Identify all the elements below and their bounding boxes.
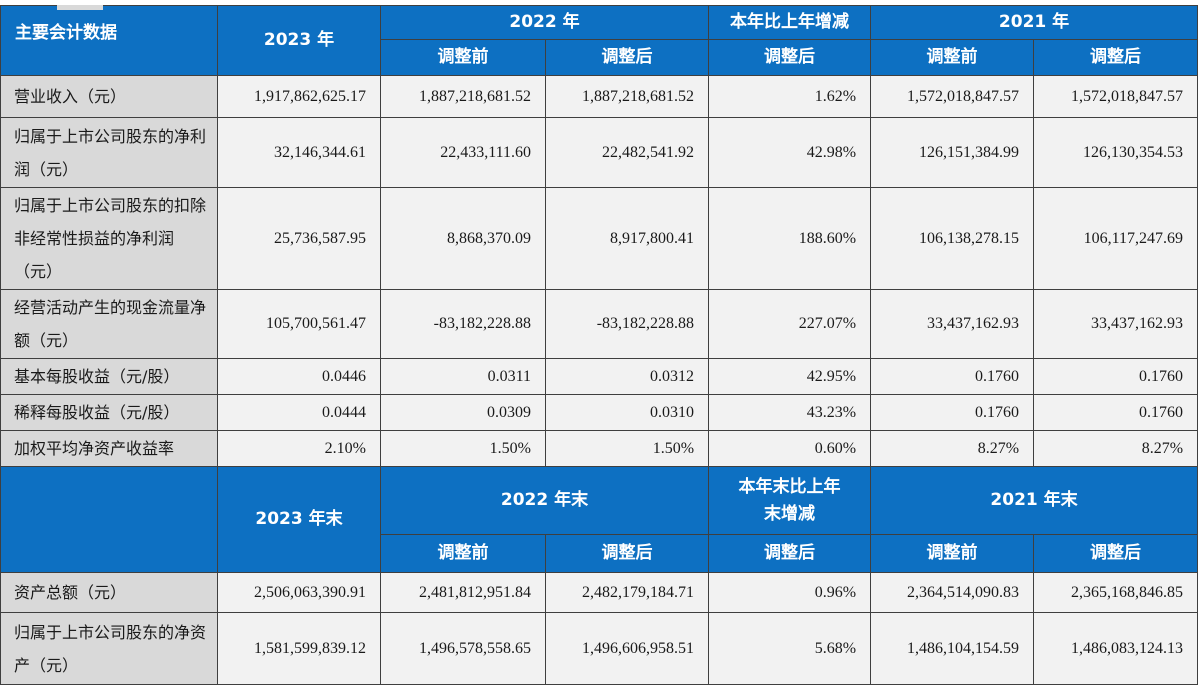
cell-value: 0.0309 [380, 394, 546, 431]
cell-value: 1.50% [380, 430, 546, 467]
cell-value: 1,887,218,681.52 [544, 75, 710, 118]
cell-value: 0.1760 [1033, 394, 1198, 431]
cell-value: 2,482,179,184.71 [544, 572, 710, 613]
cell-value: 2,506,063,390.91 [217, 572, 381, 613]
subheader-change-end-after: 调整后 [708, 534, 872, 573]
cell-value: -83,182,228.88 [544, 289, 710, 359]
cell-value: 1,572,018,847.57 [870, 75, 1035, 118]
cell-value: 0.1760 [1033, 358, 1198, 395]
column-header-2022-end: 2022 年末 [379, 466, 710, 535]
row-label: 加权平均净资产收益率 [0, 430, 218, 467]
row-label: 归属于上市公司股东的扣除非经常性损益的净利润（元） [0, 187, 218, 290]
row-label: 营业收入（元） [0, 75, 218, 118]
key-accounting-data-table: 主要会计数据 2023 年 2022 年 本年比上年增减 2021 年 调整前 … [0, 5, 1198, 685]
cell-value: 1.62% [708, 75, 872, 118]
cell-value: 106,138,278.15 [870, 187, 1035, 290]
cell-value: 2,364,514,090.83 [870, 572, 1035, 613]
subheader-2022-end-before: 调整前 [380, 534, 546, 573]
column-header-change: 本年比上年增减 [708, 5, 872, 40]
cell-value: 33,437,162.93 [1033, 289, 1198, 359]
subheader-change-after: 调整后 [708, 39, 872, 76]
cell-value: 2,365,168,846.85 [1033, 572, 1198, 613]
cell-value: 8.27% [1033, 430, 1198, 467]
cell-value: 1,486,104,154.59 [870, 612, 1035, 685]
cell-value: 0.1760 [870, 358, 1035, 395]
column-header-2021-end: 2021 年末 [870, 466, 1198, 535]
cell-value: 42.95% [708, 358, 872, 395]
subheader-2022-end-after: 调整后 [544, 534, 710, 573]
subheader-2022-after: 调整后 [544, 39, 710, 76]
cell-value: 22,482,541.92 [544, 117, 710, 188]
cell-value: 227.07% [708, 289, 872, 359]
cell-value: 188.60% [708, 187, 872, 290]
column-header-2023: 2023 年 [217, 5, 381, 76]
cell-value: 1,887,218,681.52 [380, 75, 546, 118]
subheader-2021-before: 调整前 [870, 39, 1035, 76]
cell-value: 1,581,599,839.12 [217, 612, 381, 685]
top-edge-artifact [57, 5, 103, 10]
cell-value: 8.27% [870, 430, 1035, 467]
cell-value: 126,151,384.99 [870, 117, 1035, 188]
column-header-2023-end: 2023 年末 [217, 466, 381, 573]
cell-value: 106,117,247.69 [1033, 187, 1198, 290]
cell-value: 32,146,344.61 [217, 117, 381, 188]
column-header-2021: 2021 年 [870, 5, 1198, 40]
cell-value: 5.68% [708, 612, 872, 685]
table-row: 归属于上市公司股东的净资产（元） 1,581,599,839.12 1,496,… [0, 612, 1198, 685]
section1-corner-header: 主要会计数据 [0, 5, 218, 76]
table-row: 经营活动产生的现金流量净额（元） 105,700,561.47 -83,182,… [0, 289, 1198, 359]
row-label: 归属于上市公司股东的净利润（元） [0, 117, 218, 188]
row-label: 经营活动产生的现金流量净额（元） [0, 289, 218, 359]
cell-value: 8,917,800.41 [544, 187, 710, 290]
cell-value: 0.0446 [217, 358, 381, 395]
cell-value: 0.0444 [217, 394, 381, 431]
cell-value: 0.0310 [544, 394, 710, 431]
cell-value: 8,868,370.09 [380, 187, 546, 290]
cell-value: 33,437,162.93 [870, 289, 1035, 359]
cell-value: 1,917,862,625.17 [217, 75, 381, 118]
subheader-2021-end-before: 调整前 [870, 534, 1035, 573]
cell-value: 1,496,606,958.51 [544, 612, 710, 685]
cell-value: 126,130,354.53 [1033, 117, 1198, 188]
column-header-2022: 2022 年 [379, 5, 710, 40]
column-header-change-end: 本年末比上年末增减 [708, 466, 872, 535]
cell-value: 0.0311 [380, 358, 546, 395]
cell-value: 0.60% [708, 430, 872, 467]
subheader-2021-end-after: 调整后 [1033, 534, 1198, 573]
table-row: 稀释每股收益（元/股） 0.0444 0.0309 0.0310 43.23% … [0, 394, 1198, 431]
cell-value: 1,486,083,124.13 [1033, 612, 1198, 685]
cell-value: 0.1760 [870, 394, 1035, 431]
cell-value: 22,433,111.60 [380, 117, 546, 188]
cell-value: -83,182,228.88 [380, 289, 546, 359]
table-row: 归属于上市公司股东的扣除非经常性损益的净利润（元） 25,736,587.95 … [0, 187, 1198, 290]
row-label: 基本每股收益（元/股） [0, 358, 218, 395]
cell-value: 1.50% [544, 430, 710, 467]
cell-value: 1,496,578,558.65 [380, 612, 546, 685]
table-row: 资产总额（元） 2,506,063,390.91 2,481,812,951.8… [0, 572, 1198, 613]
row-label: 稀释每股收益（元/股） [0, 394, 218, 431]
table-row: 基本每股收益（元/股） 0.0446 0.0311 0.0312 42.95% … [0, 358, 1198, 395]
cell-value: 2.10% [217, 430, 381, 467]
cell-value: 0.96% [708, 572, 872, 613]
cell-value: 105,700,561.47 [217, 289, 381, 359]
cell-value: 0.0312 [544, 358, 710, 395]
cell-value: 43.23% [708, 394, 872, 431]
subheader-2021-after: 调整后 [1033, 39, 1198, 76]
cell-value: 25,736,587.95 [217, 187, 381, 290]
row-label: 资产总额（元） [0, 572, 218, 613]
cell-value: 1,572,018,847.57 [1033, 75, 1198, 118]
subheader-2022-before: 调整前 [380, 39, 546, 76]
row-label: 归属于上市公司股东的净资产（元） [0, 612, 218, 685]
cell-value: 42.98% [708, 117, 872, 188]
cell-value: 2,481,812,951.84 [380, 572, 546, 613]
table-row: 加权平均净资产收益率 2.10% 1.50% 1.50% 0.60% 8.27%… [0, 430, 1198, 467]
table-row: 归属于上市公司股东的净利润（元） 32,146,344.61 22,433,11… [0, 117, 1198, 188]
table-row: 营业收入（元） 1,917,862,625.17 1,887,218,681.5… [0, 75, 1198, 118]
section2-corner-header [0, 466, 218, 573]
